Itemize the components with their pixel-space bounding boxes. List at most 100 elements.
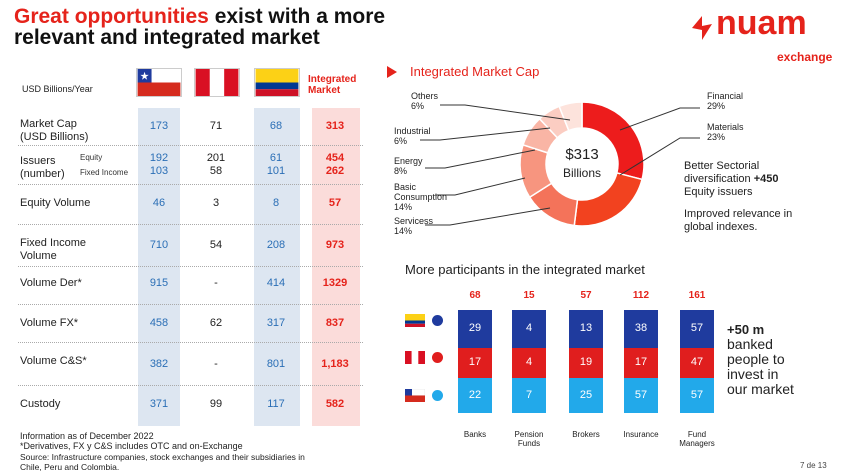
bar-value-label: 4 [525, 322, 533, 334]
donut-center-unit: Billions [562, 166, 601, 180]
row-label-issuers: Issuers (number) [20, 155, 65, 180]
bar-value-label: 13 [579, 322, 593, 334]
bar-category-label: Pension Funds [514, 430, 544, 448]
arrow-icon [387, 66, 397, 78]
cell-colombia: 61 [269, 152, 283, 164]
bar-segment-colombia: 57 [680, 310, 714, 348]
bar-segment-peru: 17 [624, 348, 658, 378]
bar-value-label: 38 [634, 322, 648, 334]
cell-integrated: 582 [325, 398, 345, 410]
bar-segment-peru: 19 [569, 348, 603, 378]
issuers-fixed-income-label: Fixed Income [80, 168, 129, 177]
title-rest: exist with a more [208, 5, 386, 28]
bar-value-label: 22 [468, 388, 482, 401]
bar-segment-colombia: 38 [624, 310, 658, 348]
row-label-custody: Custody [20, 398, 61, 410]
relevance-text: Improved relevance in global indexes. [684, 208, 793, 233]
bar-total: 15 [523, 290, 535, 301]
integrated-column [312, 108, 360, 426]
bar-value-label: 7 [525, 388, 533, 401]
cell-colombia: 801 [266, 358, 286, 370]
cell-chile: 382 [149, 358, 169, 370]
peru-mini-flag-icon [405, 351, 425, 364]
nuam-logo: nuam exchange [690, 4, 833, 65]
bar-segment-chile: 22 [458, 378, 492, 413]
row-separator [18, 304, 363, 305]
cell-chile: 192 [149, 152, 169, 164]
cell-peru: 58 [209, 165, 223, 177]
bar-category-label: Fund Managers [679, 430, 715, 448]
bar-segment-peru: 4 [512, 348, 546, 378]
bar-segment-colombia: 29 [458, 310, 492, 348]
cell-colombia: 317 [266, 317, 286, 329]
bar-total: 68 [469, 290, 481, 301]
bar-value-label: 19 [579, 356, 593, 368]
row-separator [18, 224, 363, 225]
row-label-fixed-income-volume: Fixed Income Volume [20, 237, 87, 262]
cell-chile: 371 [149, 398, 169, 410]
cell-colombia: 101 [266, 165, 286, 177]
logo-sub: exchange [777, 50, 833, 64]
row-separator [18, 266, 363, 267]
donut-label-services: Servicess 14% [394, 216, 434, 236]
cell-peru: 3 [212, 197, 220, 209]
cell-peru: 62 [209, 317, 223, 329]
cell-integrated: 57 [328, 197, 342, 209]
cell-chile: 915 [149, 277, 169, 289]
cell-peru: 99 [209, 398, 223, 410]
cell-chile: 103 [149, 165, 169, 177]
chile-legend-dot [432, 390, 443, 401]
page-number: 7 de 13 [800, 461, 827, 470]
cell-peru: - [214, 277, 218, 289]
bar-total: 57 [580, 290, 592, 301]
cell-integrated: 313 [325, 120, 345, 132]
cell-colombia: 414 [266, 277, 286, 289]
cell-chile: 710 [149, 239, 169, 251]
bar-value-label: 57 [634, 388, 648, 401]
donut-label-others: Others 6% [411, 91, 439, 111]
unit-header: USD Billions/Year [22, 84, 93, 94]
title-line2: relevant and integrated market [14, 26, 320, 49]
cell-chile: 46 [152, 197, 166, 209]
chile-flag-icon [136, 68, 182, 97]
donut-slice-others [558, 101, 583, 132]
page-title: Great opportunities exist with a more re… [14, 6, 385, 48]
note-source: Source: Infrastructure companies, stock … [20, 452, 305, 462]
market-cap-donut [519, 101, 645, 227]
donut-label-energy: Energy 8% [394, 156, 423, 176]
row-label-volume-cs: Volume C&S* [20, 355, 87, 367]
colombia-column [254, 108, 300, 426]
bar-category-label: Brokers [572, 430, 600, 439]
bar-segment-chile: 57 [680, 378, 714, 413]
cell-colombia: 68 [269, 120, 283, 132]
cell-integrated: 454 [325, 152, 345, 164]
donut-center-value: $313 [565, 146, 599, 163]
bar-segment-peru: 17 [458, 348, 492, 378]
logo-word: nuam [716, 4, 807, 42]
bar-value-label: 57 [690, 322, 704, 334]
bar-value-label: 47 [690, 356, 704, 368]
donut-label-basic-consumption: Basic Consumption 14% [394, 182, 448, 212]
diversification-text: Better Sectorial diversification +450 Eq… [684, 160, 779, 198]
row-label-volume-der: Volume Der* [20, 277, 82, 289]
row-label-volume-fx: Volume FX* [20, 317, 79, 329]
title-highlight: Great opportunities [14, 5, 209, 28]
bar-segment-peru: 47 [680, 348, 714, 378]
donut-label-industrial: Industrial 6% [394, 126, 431, 146]
donut-label-materials: Materials 23% [707, 122, 744, 142]
row-label-equity-volume: Equity Volume [20, 197, 91, 209]
peru-flag-icon [194, 68, 240, 97]
bar-value-label: 17 [634, 356, 648, 368]
cell-chile: 173 [149, 120, 169, 132]
cell-colombia: 117 [267, 398, 285, 410]
integrated-header: Integrated Market [308, 74, 357, 96]
market-cap-title: Integrated Market Cap [410, 64, 540, 79]
bar-total: 112 [632, 290, 650, 301]
cell-peru: 54 [209, 239, 223, 251]
peru-legend-dot [432, 352, 443, 363]
cell-peru: 71 [209, 120, 223, 132]
bar-segment-chile: 57 [624, 378, 658, 413]
cell-chile: 458 [149, 317, 169, 329]
cell-integrated: 262 [325, 165, 345, 177]
